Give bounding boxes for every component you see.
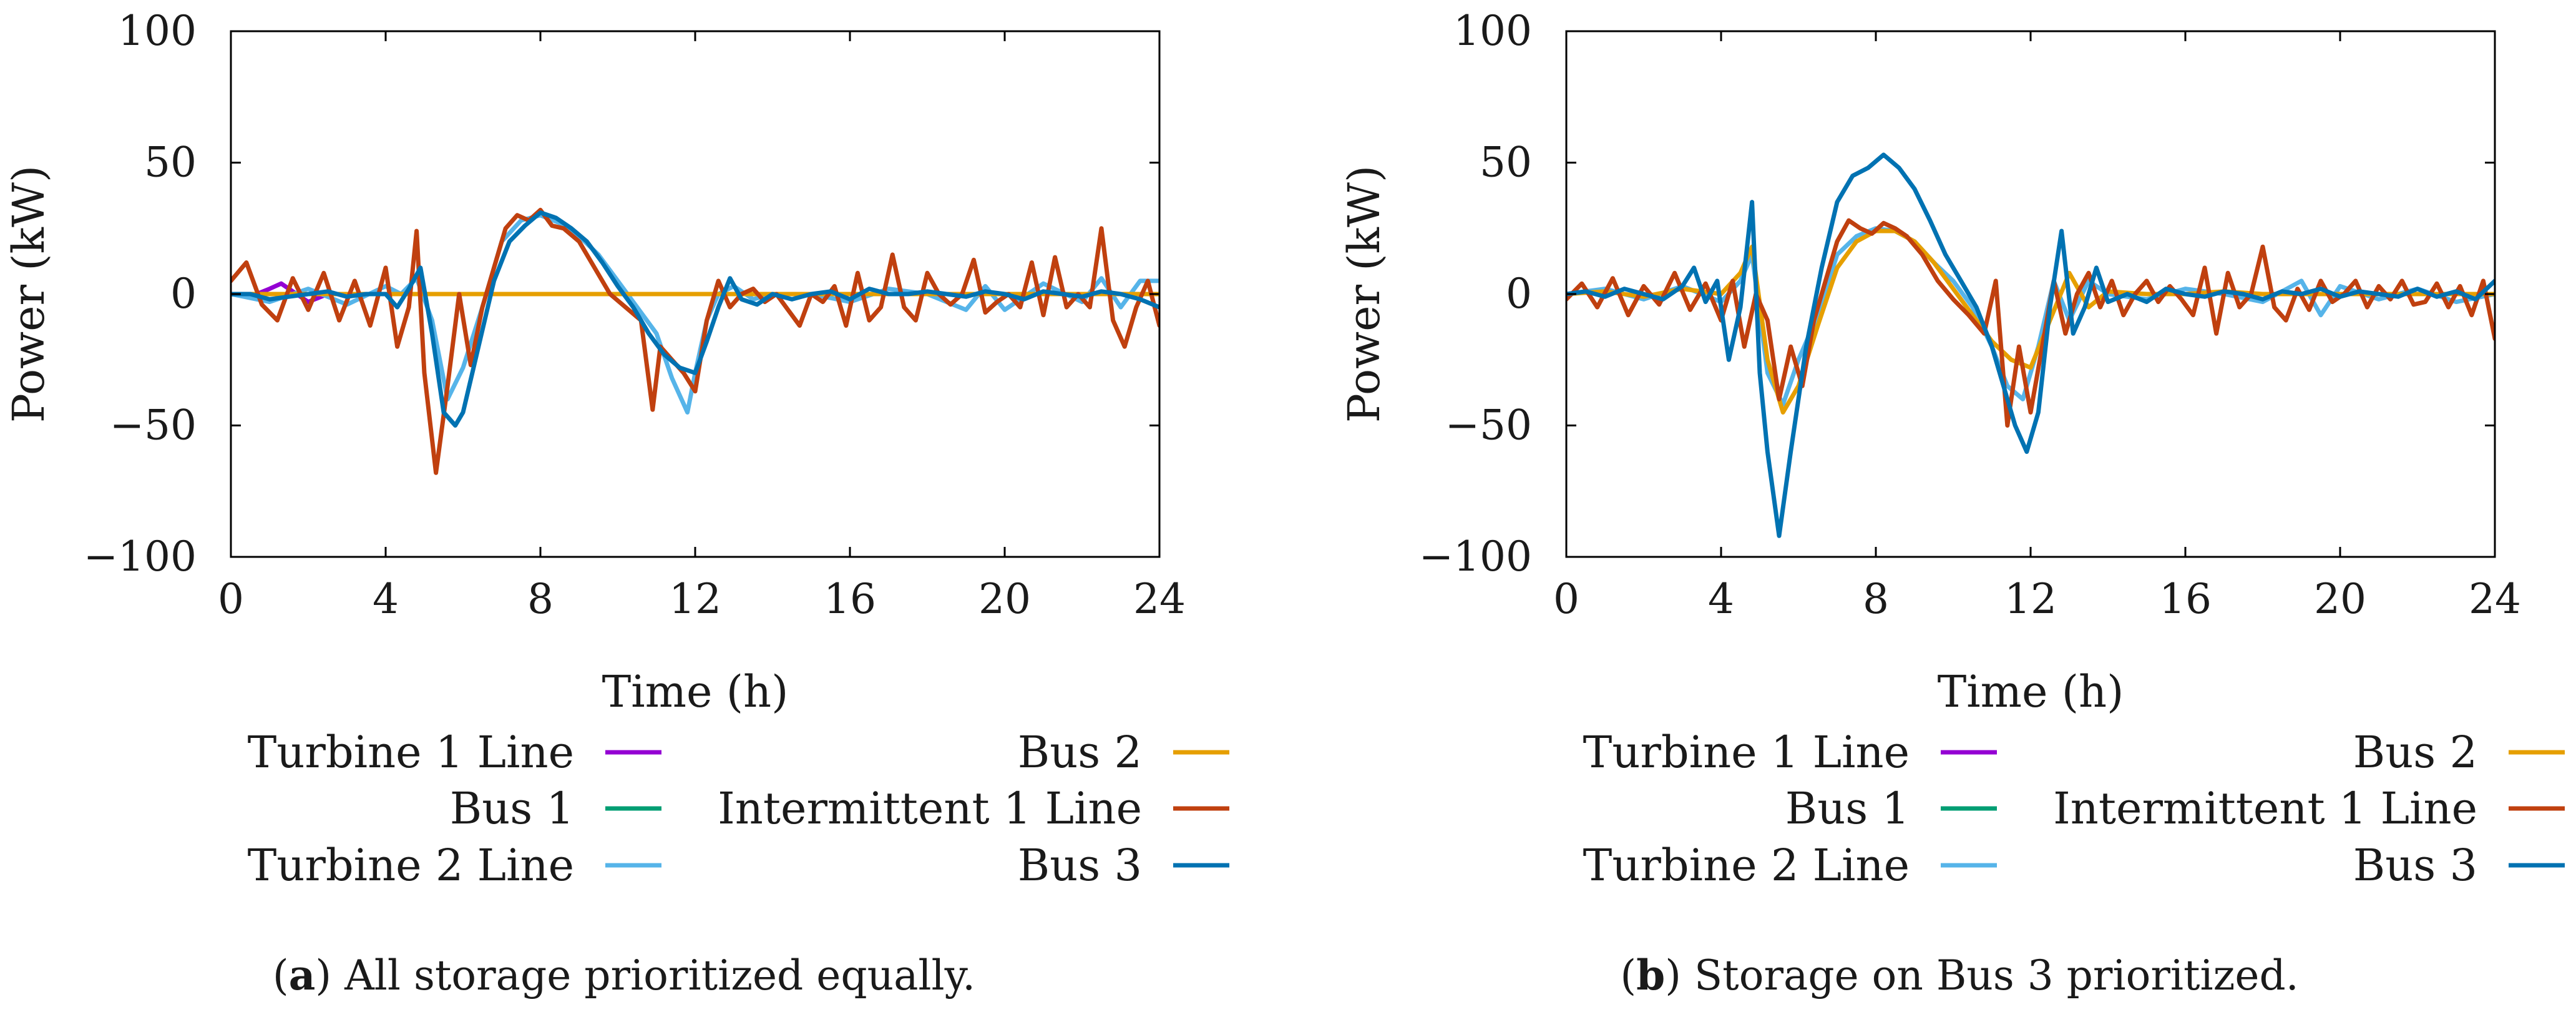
panel-a: 0 4 8 12 16 20 24 −100 −50 0 50 100 Time (h) Power (k… <box>3 7 1229 1000</box>
y-tick-label: −50 <box>1445 401 1532 450</box>
legend-label: Bus 1 <box>450 783 574 834</box>
x-tick-label: 8 <box>527 575 554 623</box>
x-tick-label: 24 <box>1133 575 1186 623</box>
legend-item-turbine-1-line: Turbine 1 Line <box>1583 727 1997 778</box>
x-tick-label: 12 <box>669 575 721 623</box>
y-tick-label: −100 <box>84 533 197 581</box>
x-tick-label: 16 <box>824 575 876 623</box>
x-axis-label: Time (h) <box>1938 666 2124 717</box>
x-tick-label: 0 <box>1553 575 1579 623</box>
x-tick-label: 16 <box>2159 575 2212 623</box>
series-line-bus-3 <box>1566 152 2495 538</box>
y-tick-label: 100 <box>1453 7 1532 55</box>
series-group <box>231 207 1159 475</box>
y-tick-label: 0 <box>170 270 197 318</box>
legend-label: Turbine 2 Line <box>248 840 574 891</box>
y-tick-label: 0 <box>1506 270 1532 318</box>
panel-caption-text: Storage on Bus 3 prioritized. <box>1694 951 2299 1000</box>
legend-label: Turbine 1 Line <box>248 727 574 778</box>
series-line-turbine-2-line <box>1566 226 2495 407</box>
legend-label: Intermittent 1 Line <box>718 783 1142 834</box>
legend-label: Intermittent 1 Line <box>2053 783 2477 834</box>
x-tick-label: 0 <box>218 575 244 623</box>
series-line-bus-2 <box>1566 228 2495 415</box>
series-line-bus-3 <box>231 210 1159 428</box>
series-line-intermittent-1-line <box>231 207 1159 475</box>
legend-label: Bus 3 <box>1018 840 1142 891</box>
y-tick-label: 100 <box>118 7 197 55</box>
y-axis-label: Power (kW) <box>1339 165 1390 423</box>
panel-letter: b <box>1636 951 1665 1000</box>
legend-item-turbine-1-line: Turbine 1 Line <box>248 727 661 778</box>
x-tick-label: 4 <box>373 575 399 623</box>
legend-label: Turbine 1 Line <box>1583 727 1910 778</box>
y-tick-label: 50 <box>1480 139 1532 187</box>
panel-letter: a <box>289 951 316 1000</box>
panel-caption-text: All storage prioritized equally. <box>344 951 975 1000</box>
y-axis-label: Power (kW) <box>3 165 54 423</box>
series-line-intermittent-1-line <box>1566 218 2495 428</box>
y-tick-label: −50 <box>110 401 197 450</box>
legend-item-intermittent-1-line: Intermittent 1 Line <box>718 783 1229 834</box>
x-tick-label: 4 <box>1708 575 1734 623</box>
legend-item-bus-3: Bus 3 <box>2353 840 2565 891</box>
x-axis-label: Time (h) <box>602 666 789 717</box>
y-tick-label: 50 <box>144 139 197 187</box>
legend-item-intermittent-1-line: Intermittent 1 Line <box>2053 783 2565 834</box>
legend-item-bus-2: Bus 2 <box>1018 727 1229 778</box>
series-group <box>1566 152 2495 538</box>
panel-b: 0 4 8 12 16 20 24 −100 −50 0 50 100 Time (h) Power (k… <box>1339 7 2565 1000</box>
x-tick-label: 20 <box>2314 575 2366 623</box>
x-tick-label: 24 <box>2469 575 2521 623</box>
legend-item-bus-1: Bus 1 <box>450 783 661 834</box>
legend-item-bus-3: Bus 3 <box>1018 840 1229 891</box>
panel-caption: (a) All storage prioritized equally. <box>273 951 975 1000</box>
legend-label: Bus 3 <box>2353 840 2477 891</box>
legend-label: Bus 2 <box>1018 727 1142 778</box>
panel-caption: (b) Storage on Bus 3 prioritized. <box>1620 951 2298 1000</box>
x-tick-label: 20 <box>978 575 1031 623</box>
x-tick-label: 8 <box>1863 575 1889 623</box>
legend-item-bus-1: Bus 1 <box>1785 783 1997 834</box>
x-tick-label: 12 <box>2004 575 2057 623</box>
legend-item-turbine-2-line: Turbine 2 Line <box>248 840 661 891</box>
legend-label: Turbine 2 Line <box>1583 840 1910 891</box>
legend-label: Bus 2 <box>2353 727 2477 778</box>
legend-item-bus-2: Bus 2 <box>2353 727 2565 778</box>
y-tick-label: −100 <box>1419 533 1532 581</box>
legend-label: Bus 1 <box>1785 783 1910 834</box>
legend-item-turbine-2-line: Turbine 2 Line <box>1583 840 1997 891</box>
